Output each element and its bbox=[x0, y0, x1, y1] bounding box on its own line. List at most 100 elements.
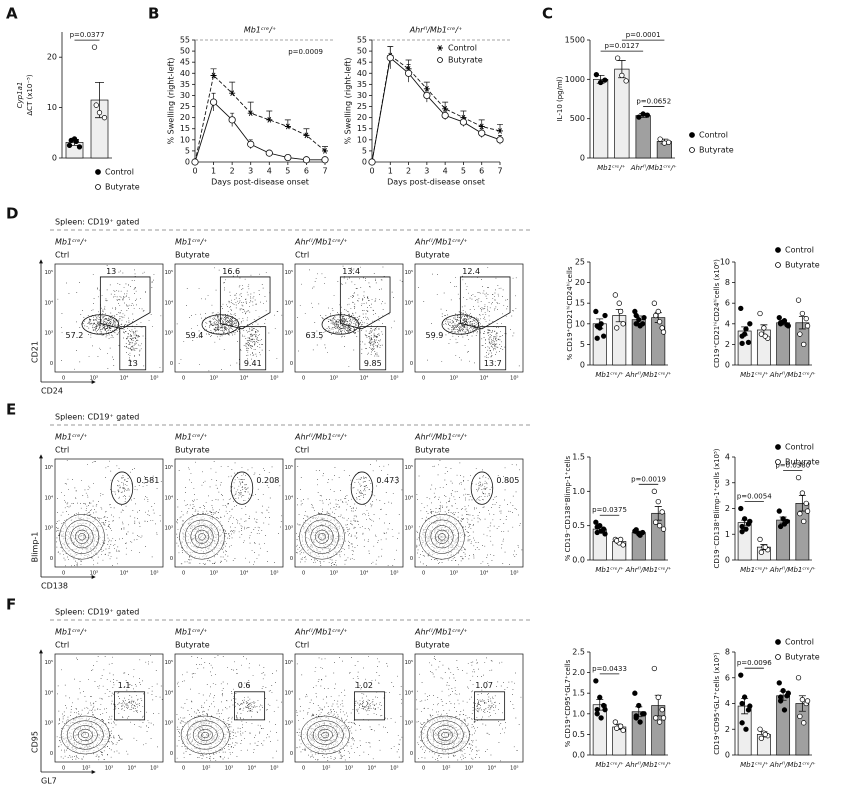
data-point bbox=[653, 312, 659, 319]
contour bbox=[179, 514, 225, 560]
data-point bbox=[593, 678, 599, 684]
y-tick-label: 25 bbox=[180, 102, 190, 111]
bar bbox=[776, 322, 791, 366]
x-axis-label: Days post-disease onset bbox=[211, 178, 309, 187]
y-tick-label: 10 bbox=[180, 135, 190, 144]
group-label: Ahrᶠˡ/Mb1ᶜʳᵉ/⁺ bbox=[624, 371, 671, 379]
data-point bbox=[633, 321, 639, 327]
marker-circle bbox=[321, 156, 329, 164]
group-label: Ahrᶠˡ/Mb1ᶜʳᵉ/⁺ bbox=[769, 566, 816, 574]
panel-letter: B bbox=[148, 5, 159, 23]
y-tick-label: 40 bbox=[357, 69, 367, 78]
gate-frequency: 12.4 bbox=[462, 267, 480, 276]
y-tick-label: 45 bbox=[357, 58, 367, 67]
contour bbox=[201, 731, 210, 739]
x-tick-label: 10³ bbox=[465, 766, 473, 772]
p-value: p=0.0096 bbox=[737, 659, 772, 667]
data-point bbox=[659, 707, 665, 713]
gate bbox=[219, 276, 271, 330]
data-point bbox=[91, 44, 98, 50]
data-point bbox=[594, 323, 600, 329]
data-point bbox=[665, 139, 672, 145]
data-point bbox=[617, 308, 624, 315]
gate-frequency: 0.6 bbox=[238, 681, 251, 690]
x-axis-label: Days post-disease onset bbox=[387, 178, 485, 187]
gate bbox=[350, 471, 374, 505]
marker-star bbox=[210, 72, 217, 79]
error-bar bbox=[284, 119, 291, 127]
y-tick-label: 4 bbox=[725, 453, 730, 462]
x-tick-label: 7 bbox=[322, 167, 327, 176]
y-tick-label: 10³ bbox=[405, 331, 413, 337]
data-point bbox=[777, 320, 784, 326]
gate-frequency: 16.6 bbox=[222, 267, 240, 276]
x-tick-label: 10³ bbox=[90, 376, 98, 382]
y-tick-label: 0 bbox=[580, 361, 585, 370]
contour bbox=[304, 519, 340, 554]
data-point bbox=[623, 78, 629, 84]
series-line bbox=[194, 74, 326, 163]
y-tick-label: 2.5 bbox=[572, 648, 585, 657]
x-tick-label: 10⁴ bbox=[120, 376, 128, 382]
y-tick-label: 10³ bbox=[285, 721, 293, 727]
x-tick-label: 0 bbox=[62, 766, 65, 772]
contour bbox=[438, 533, 446, 541]
data-point bbox=[636, 114, 642, 120]
events bbox=[57, 265, 162, 370]
legend-marker bbox=[689, 147, 695, 153]
gate bbox=[114, 691, 146, 721]
y-tick-label: 10³ bbox=[165, 721, 173, 727]
data-point bbox=[655, 498, 661, 505]
data-point bbox=[76, 144, 83, 150]
y-tick-label: 5 bbox=[185, 146, 190, 155]
data-point bbox=[661, 140, 668, 146]
contour bbox=[315, 529, 329, 544]
gate bbox=[459, 276, 511, 330]
gate-frequency: 1.07 bbox=[475, 681, 493, 690]
error-bar bbox=[478, 119, 485, 127]
contour bbox=[197, 729, 213, 741]
data-point bbox=[637, 719, 643, 725]
legend-label: Butyrate bbox=[448, 56, 483, 65]
data-point bbox=[594, 707, 600, 713]
x-tick-label: 10⁴ bbox=[127, 766, 135, 772]
y-tick-label: 0 bbox=[185, 158, 190, 167]
data-point bbox=[633, 312, 639, 319]
y-tick-label: 0.5 bbox=[572, 730, 585, 739]
y-axis-label: ΔCT (x10⁻⁵) bbox=[26, 74, 34, 115]
chart-title: Mb1ᶜʳᵉ/⁺ bbox=[244, 26, 276, 35]
data-point bbox=[797, 331, 803, 337]
data-point bbox=[656, 719, 663, 725]
y-tick-label: 15 bbox=[180, 124, 190, 133]
group-label: Ahrᶠˡ/Mb1ᶜʳᵉ/⁺ bbox=[624, 566, 671, 574]
legend-label: Butyrate bbox=[699, 146, 734, 155]
data-point bbox=[641, 314, 647, 321]
y-tick-label: 4 bbox=[725, 699, 730, 708]
marker-circle bbox=[404, 69, 413, 77]
error-bar bbox=[497, 123, 503, 131]
gate bbox=[230, 471, 254, 505]
y-axis-label: % CD19⁺CD95⁺GL7⁺cells bbox=[564, 659, 572, 747]
legend-marker bbox=[689, 132, 695, 138]
marker-star bbox=[303, 132, 310, 139]
y-tick-label: 55 bbox=[357, 36, 367, 45]
panel-letter: C bbox=[542, 5, 553, 23]
genotype-label: Mb1ᶜʳᵉ/⁺ bbox=[175, 238, 207, 247]
data-point bbox=[738, 305, 744, 312]
data-point bbox=[745, 339, 752, 345]
legend-marker bbox=[775, 654, 781, 660]
marker-circle bbox=[496, 136, 504, 144]
y-tick-label: 10⁴ bbox=[165, 495, 173, 501]
gate bbox=[359, 326, 387, 371]
y-tick-label: 8 bbox=[725, 278, 730, 287]
group-label: Mb1ᶜʳᵉ/⁺ bbox=[740, 761, 769, 769]
contour bbox=[426, 720, 464, 750]
gate bbox=[470, 471, 494, 505]
y-tick-label: 0 bbox=[725, 751, 730, 760]
series-line bbox=[371, 56, 501, 163]
flow-y-label: Blimp-1 bbox=[31, 532, 40, 563]
gate-frequency: 57.2 bbox=[66, 331, 84, 340]
marker-star bbox=[478, 123, 485, 130]
flow-x-label: GL7 bbox=[41, 777, 57, 786]
p-value: p=0.0054 bbox=[737, 493, 772, 501]
